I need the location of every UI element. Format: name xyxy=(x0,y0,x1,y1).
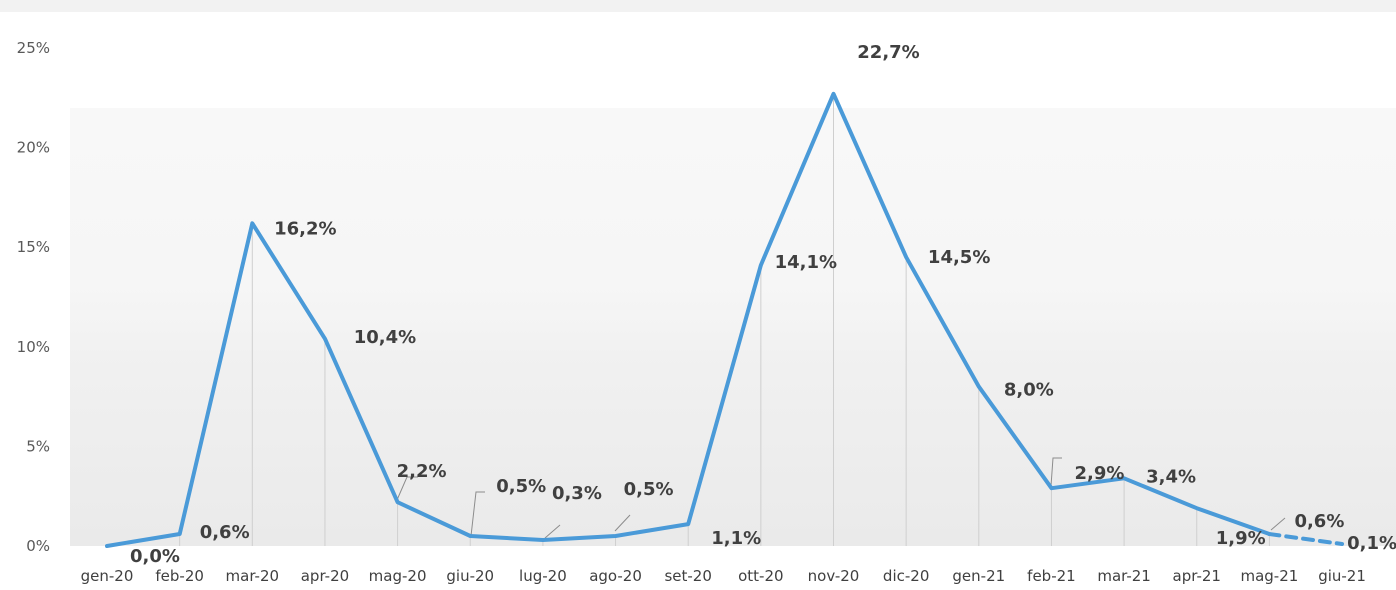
leader-line xyxy=(470,491,485,537)
data-label: 2,2% xyxy=(397,461,447,482)
data-label: 0,6% xyxy=(200,522,250,543)
x-tick-label: nov-20 xyxy=(808,567,860,585)
data-label: 1,1% xyxy=(711,528,761,549)
leader-lines xyxy=(396,457,1286,539)
x-tick-label: ago-20 xyxy=(589,567,642,585)
data-label: 1,9% xyxy=(1216,528,1266,549)
x-tick-label: mag-20 xyxy=(369,567,427,585)
data-label: 0,1% xyxy=(1347,533,1396,554)
x-tick-label: gen-20 xyxy=(81,567,134,585)
x-tick-label: gen-21 xyxy=(952,567,1005,585)
leader-line xyxy=(1270,517,1286,531)
series-line-path xyxy=(105,91,1272,548)
plot-background xyxy=(70,108,1396,546)
y-tick-label: 25% xyxy=(17,39,50,57)
data-label: 0,3% xyxy=(552,483,602,504)
x-tick-label: mag-21 xyxy=(1240,567,1298,585)
x-tick-label: set-20 xyxy=(664,567,711,585)
leader-line xyxy=(1050,457,1062,487)
data-label: 0,6% xyxy=(1294,511,1344,532)
y-axis-ticks: 0% 5% 10% 15% 20% 25% xyxy=(17,39,50,555)
data-label: 14,5% xyxy=(928,247,990,268)
x-axis-ticks: gen-20 feb-20 mar-20 apr-20 mag-20 giu-20 lug-… xyxy=(81,567,1366,585)
drop-lines xyxy=(179,93,1343,546)
x-tick-label: apr-20 xyxy=(301,567,349,585)
x-tick-label: giu-20 xyxy=(446,567,494,585)
data-label: 2,9% xyxy=(1074,463,1124,484)
y-tick-label: 5% xyxy=(26,437,50,455)
series-line-dashed-segment xyxy=(1267,532,1345,547)
y-tick-label: 15% xyxy=(17,238,50,256)
y-tick-label: 0% xyxy=(26,537,50,555)
leader-line xyxy=(614,514,631,532)
data-label: 16,2% xyxy=(274,218,336,239)
top-band xyxy=(0,0,1396,12)
leader-line xyxy=(396,476,418,501)
data-label: 3,4% xyxy=(1146,466,1196,487)
y-tick-label: 20% xyxy=(17,139,50,157)
x-tick-label: feb-20 xyxy=(155,567,204,585)
data-label: 0,5% xyxy=(496,476,546,497)
x-tick-label: dic-20 xyxy=(883,567,929,585)
x-tick-label: mar-20 xyxy=(226,567,280,585)
series-line xyxy=(105,91,1345,548)
y-tick-label: 10% xyxy=(17,338,50,356)
data-label: 10,4% xyxy=(354,327,416,348)
leader-line xyxy=(544,524,561,539)
x-tick-label: mar-21 xyxy=(1097,567,1151,585)
x-tick-label: lug-20 xyxy=(519,567,567,585)
data-label: 14,1% xyxy=(775,252,837,273)
data-label: 8,0% xyxy=(1004,380,1054,401)
x-tick-label: giu-21 xyxy=(1318,567,1366,585)
data-labels: 0,0% 0,6% 16,2% 10,4% 2,2% 0,5% 0,3% 0,5% 1,1% 14… xyxy=(130,42,1396,567)
x-tick-label: apr-21 xyxy=(1173,567,1221,585)
x-tick-label: feb-21 xyxy=(1027,567,1076,585)
data-label: 0,5% xyxy=(624,479,674,500)
data-label: 22,7% xyxy=(857,42,919,63)
data-label: 0,0% xyxy=(130,546,180,567)
x-tick-label: ott-20 xyxy=(738,567,783,585)
